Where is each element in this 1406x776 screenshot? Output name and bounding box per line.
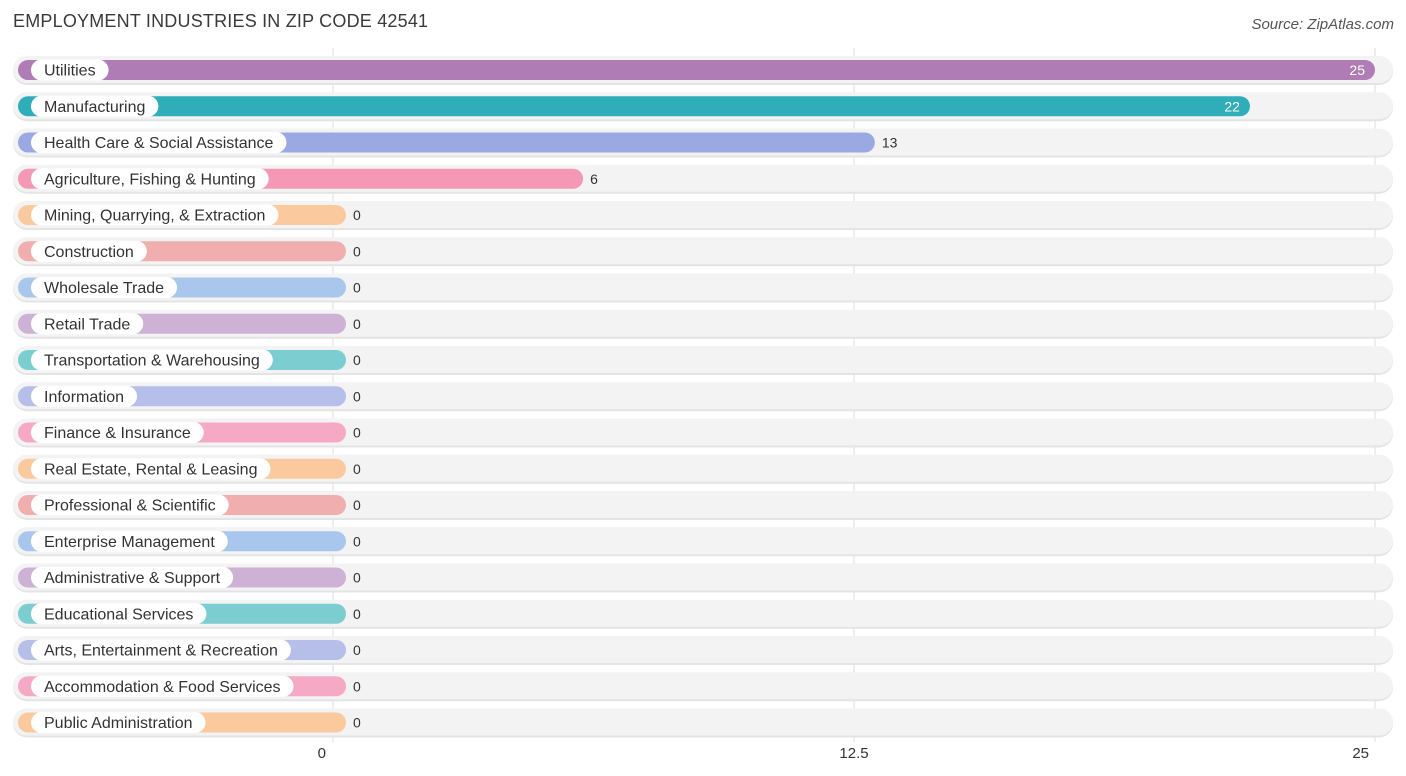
row-track	[13, 599, 1393, 627]
category-label-pill	[31, 168, 269, 190]
value-label: 0	[353, 243, 361, 259]
row-track	[13, 273, 1393, 301]
category-label-pill	[31, 675, 294, 697]
category-label: Arts, Entertainment & Recreation	[44, 643, 278, 660]
category-label-pill	[31, 59, 109, 81]
x-tick-label: 0	[318, 745, 326, 762]
bar-row: Professional & Scientific 0	[13, 491, 1393, 520]
bar-row: Mining, Quarrying, & Extraction 0	[13, 201, 1393, 230]
category-label-pill	[31, 639, 291, 661]
category-label-pill	[31, 277, 178, 298]
value-label: 0	[353, 280, 361, 296]
category-label-pill	[31, 458, 271, 480]
value-label: 0	[353, 316, 361, 332]
category-label: Finance & Insurance	[44, 425, 191, 442]
category-label: Administrative & Support	[44, 570, 221, 587]
category-label-pill	[31, 313, 144, 335]
row-track	[13, 563, 1393, 591]
value-label: 0	[353, 207, 361, 223]
category-label-pill	[31, 530, 228, 552]
category-label: Mining, Quarrying, & Extraction	[44, 208, 265, 225]
bar-row: Agriculture, Fishing & Hunting 6	[13, 164, 1393, 194]
bar-row: Manufacturing 22	[13, 92, 1393, 122]
bar-row: Transportation & Warehousing 0	[13, 346, 1393, 375]
row-track	[13, 636, 1393, 663]
category-label-pill	[31, 494, 229, 516]
category-label: Transportation & Warehousing	[44, 353, 260, 370]
value-label: 0	[353, 497, 361, 513]
bar	[18, 60, 1375, 80]
bar-row: Enterprise Management 0	[13, 527, 1393, 557]
row-track	[13, 309, 1393, 337]
category-label: Wholesale Trade	[44, 280, 164, 297]
value-label: 6	[590, 171, 598, 187]
row-track	[13, 382, 1393, 410]
category-label: Enterprise Management	[44, 534, 215, 551]
category-label: Public Administration	[44, 715, 193, 732]
row-track	[13, 708, 1393, 736]
bar-row: Retail Trade 0	[13, 309, 1393, 339]
bar-row: Construction 0	[13, 237, 1393, 267]
category-label: Real Estate, Rental & Leasing	[44, 461, 257, 478]
row-track	[13, 346, 1393, 373]
category-label: Health Care & Social Assistance	[44, 135, 274, 152]
value-label: 0	[353, 678, 361, 694]
chart-source: Source: ZipAtlas.com	[1251, 16, 1394, 33]
category-label: Agriculture, Fishing & Hunting	[44, 171, 256, 188]
category-label-pill	[31, 95, 159, 117]
category-label-pill	[31, 385, 138, 407]
category-label-pill	[31, 567, 234, 588]
value-label: 0	[353, 570, 361, 586]
bar	[18, 96, 1250, 117]
bar-row: Utilities 25	[13, 56, 1393, 85]
value-label: 0	[353, 388, 361, 404]
category-label-pill	[31, 712, 206, 733]
category-label: Manufacturing	[44, 99, 145, 116]
value-label: 0	[353, 533, 361, 549]
bar-row: Administrative & Support 0	[13, 563, 1393, 593]
value-label: 0	[353, 715, 361, 731]
value-label: 13	[882, 135, 898, 151]
x-tick-label: 12.5	[839, 745, 868, 762]
category-label-pill	[31, 603, 207, 625]
category-label: Educational Services	[44, 606, 193, 623]
category-label-pill	[31, 132, 287, 153]
category-label-pill	[31, 349, 273, 371]
bar-row: Information 0	[13, 382, 1393, 412]
bar-row: Health Care & Social Assistance 13	[13, 128, 1393, 158]
value-label: 25	[1349, 62, 1365, 78]
category-label-pill	[31, 240, 147, 262]
row-track	[13, 454, 1393, 482]
value-label: 0	[353, 425, 361, 441]
category-label: Construction	[44, 244, 134, 261]
category-label: Retail Trade	[44, 316, 130, 333]
category-label-pill	[31, 204, 279, 226]
bar-row: Educational Services 0	[13, 599, 1393, 629]
category-label: Professional & Scientific	[44, 498, 216, 515]
chart-title: EMPLOYMENT INDUSTRIES IN ZIP CODE 42541	[13, 11, 429, 31]
row-track	[13, 527, 1393, 555]
bar-row: Public Administration 0	[13, 708, 1393, 738]
value-label: 0	[353, 461, 361, 477]
bar-row: Real Estate, Rental & Leasing 0	[13, 454, 1393, 484]
value-label: 0	[353, 642, 361, 658]
category-label: Accommodation & Food Services	[44, 679, 281, 696]
row-track	[13, 201, 1393, 228]
bar-row: Finance & Insurance 0	[13, 418, 1393, 448]
row-track	[13, 491, 1393, 518]
value-label: 22	[1224, 98, 1240, 114]
bar-row: Arts, Entertainment & Recreation 0	[13, 636, 1393, 665]
category-label-pill	[31, 422, 204, 443]
bar-row: Wholesale Trade 0	[13, 273, 1393, 303]
row-track	[13, 237, 1393, 265]
x-tick-label: 25	[1352, 745, 1369, 762]
category-label: Utilities	[44, 63, 96, 80]
bar-row: Accommodation & Food Services 0	[13, 672, 1393, 702]
value-label: 0	[353, 606, 361, 622]
category-label: Information	[44, 389, 124, 406]
row-track	[13, 418, 1393, 446]
row-track	[13, 672, 1393, 700]
value-label: 0	[353, 352, 361, 368]
